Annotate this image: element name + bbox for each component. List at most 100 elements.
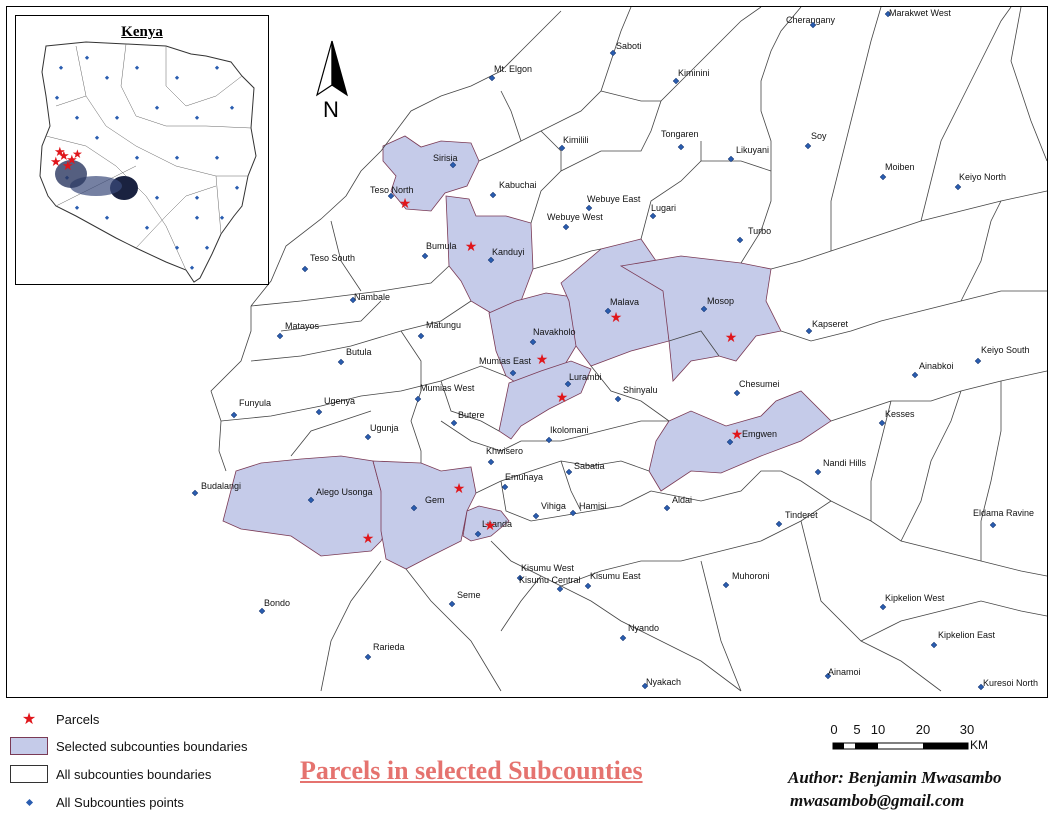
legend-selected: Selected subcounties boundaries	[10, 735, 248, 757]
map-frame: Cherangany Marakwet West Saboti Kiminini…	[6, 6, 1048, 698]
label-kesses: Kesses	[885, 409, 915, 419]
point-ainabkoi	[911, 371, 919, 379]
label-eldama-ravine: Eldama Ravine	[973, 508, 1034, 518]
point-emuhaya	[501, 483, 509, 491]
place-labels: Cherangany Marakwet West Saboti Kiminini…	[201, 8, 1038, 688]
label-cherangany: Cherangany	[786, 15, 836, 25]
point-teso-north	[387, 192, 395, 200]
label-kapseret: Kapseret	[812, 319, 849, 329]
point-kesses	[878, 419, 886, 427]
boundary-swatch-icon	[10, 765, 48, 783]
point-likuyani	[727, 155, 735, 163]
label-nambale: Nambale	[354, 292, 390, 302]
svg-text:★: ★	[54, 144, 66, 159]
point-muhoroni	[722, 581, 730, 589]
inset-canvas: ★ ★ ★ ★ ★ ★	[39, 41, 257, 283]
point-lurambi	[564, 380, 572, 388]
point-soy	[804, 142, 812, 150]
author: Author: Benjamin Mwasambo	[788, 768, 1002, 787]
point-ugenya	[315, 408, 323, 416]
point-kapseret	[805, 327, 813, 335]
point-webuye-west	[562, 223, 570, 231]
label-bumula: Bumula	[426, 241, 457, 251]
point-cherangany	[809, 21, 817, 29]
point-ikolomani	[545, 436, 553, 444]
label-aldai: Aldai	[672, 495, 692, 505]
point-nandi-hills	[814, 468, 822, 476]
label-muhoroni: Muhoroni	[732, 571, 770, 581]
selected-bumula-kanduyi	[445, 195, 534, 314]
svg-text:★: ★	[62, 158, 74, 173]
svg-text:★: ★	[50, 154, 62, 169]
parcel-star: ★	[362, 530, 375, 546]
label-butere: Butere	[458, 410, 485, 420]
parcel-star: ★	[556, 389, 569, 405]
label-ainamoi: Ainamoi	[828, 667, 861, 677]
label-rarieda: Rarieda	[373, 642, 405, 652]
point-keiyo-south	[974, 357, 982, 365]
label-budalangi: Budalangi	[201, 481, 241, 491]
parcel-star: ★	[536, 351, 549, 367]
label-saboti: Saboti	[616, 41, 642, 51]
label-kisumu-east: Kisumu East	[590, 571, 641, 581]
study-area-parcels: ★ ★ ★ ★ ★ ★	[50, 144, 83, 173]
label-kimilili: Kimilili	[563, 135, 589, 145]
point-mumias-east	[509, 369, 517, 377]
legend-selected-label: Selected subcounties boundaries	[56, 738, 248, 754]
point-saboti	[609, 49, 617, 57]
label-ugunja: Ugunja	[370, 423, 399, 433]
point-kipkelion-east	[930, 641, 938, 649]
label-funyula: Funyula	[239, 398, 271, 408]
label-kisumu-central: Kisumu Central	[519, 575, 581, 585]
label-ikolomani: Ikolomani	[550, 425, 589, 435]
point-moiben	[879, 173, 887, 181]
label-teso-north: Teso North	[370, 185, 414, 195]
point-butula	[337, 358, 345, 366]
label-malava: Malava	[610, 297, 639, 307]
point-aldai	[663, 504, 671, 512]
label-mosop: Mosop	[707, 296, 734, 306]
diamond-point-icon	[10, 793, 48, 811]
point-webuye-east	[585, 204, 593, 212]
scale-tick: 10	[870, 722, 886, 737]
label-sirisia: Sirisia	[433, 153, 458, 163]
point-mt-elgon	[488, 74, 496, 82]
point-kanduyi	[487, 256, 495, 264]
label-vihiga: Vihiga	[541, 501, 566, 511]
point-teso-south	[301, 265, 309, 273]
point-eldama-ravine	[989, 521, 997, 529]
point-luanda	[474, 530, 482, 538]
legend-all-points-label: All Subcounties points	[56, 794, 184, 810]
scale-bar: 0 5 10 20 30 KM	[830, 722, 1030, 756]
point-shinyalu	[614, 395, 622, 403]
label-gem: Gem	[425, 495, 445, 505]
point-mumias-west	[414, 395, 422, 403]
inset-title: Kenya	[121, 24, 163, 40]
scale-bar-graphic	[832, 742, 969, 750]
point-khwisero	[487, 458, 495, 466]
selected-lurambi	[498, 360, 592, 440]
point-sabatia	[565, 468, 573, 476]
label-khwisero: Khwisero	[486, 446, 523, 456]
svg-text:★: ★	[72, 147, 83, 161]
point-kiminini	[672, 77, 680, 85]
map-title: Parcels in selected Subcounties	[300, 756, 643, 785]
point-budalangi	[191, 489, 199, 497]
scale-tick: 30	[959, 722, 975, 737]
point-tinderet	[775, 520, 783, 528]
point-kisumu-central	[556, 585, 564, 593]
north-arrow-icon	[315, 40, 349, 97]
label-emuhaya: Emuhaya	[505, 472, 543, 482]
label-tinderet: Tinderet	[785, 510, 818, 520]
scale-tick: 5	[853, 722, 861, 737]
selected-swatch-icon	[10, 737, 48, 755]
map-canvas: Cherangany Marakwet West Saboti Kiminini…	[191, 7, 1047, 692]
label-webuye-west: Webuye West	[547, 212, 603, 222]
label-mumias-west: Mumias West	[420, 383, 475, 393]
point-matungu	[417, 332, 425, 340]
north-arrow: N	[307, 37, 357, 127]
point-ugunja	[364, 433, 372, 441]
label-kipkelion-east: Kipkelion East	[938, 630, 996, 640]
point-kabuchai	[489, 191, 497, 199]
point-chesumei	[733, 389, 741, 397]
